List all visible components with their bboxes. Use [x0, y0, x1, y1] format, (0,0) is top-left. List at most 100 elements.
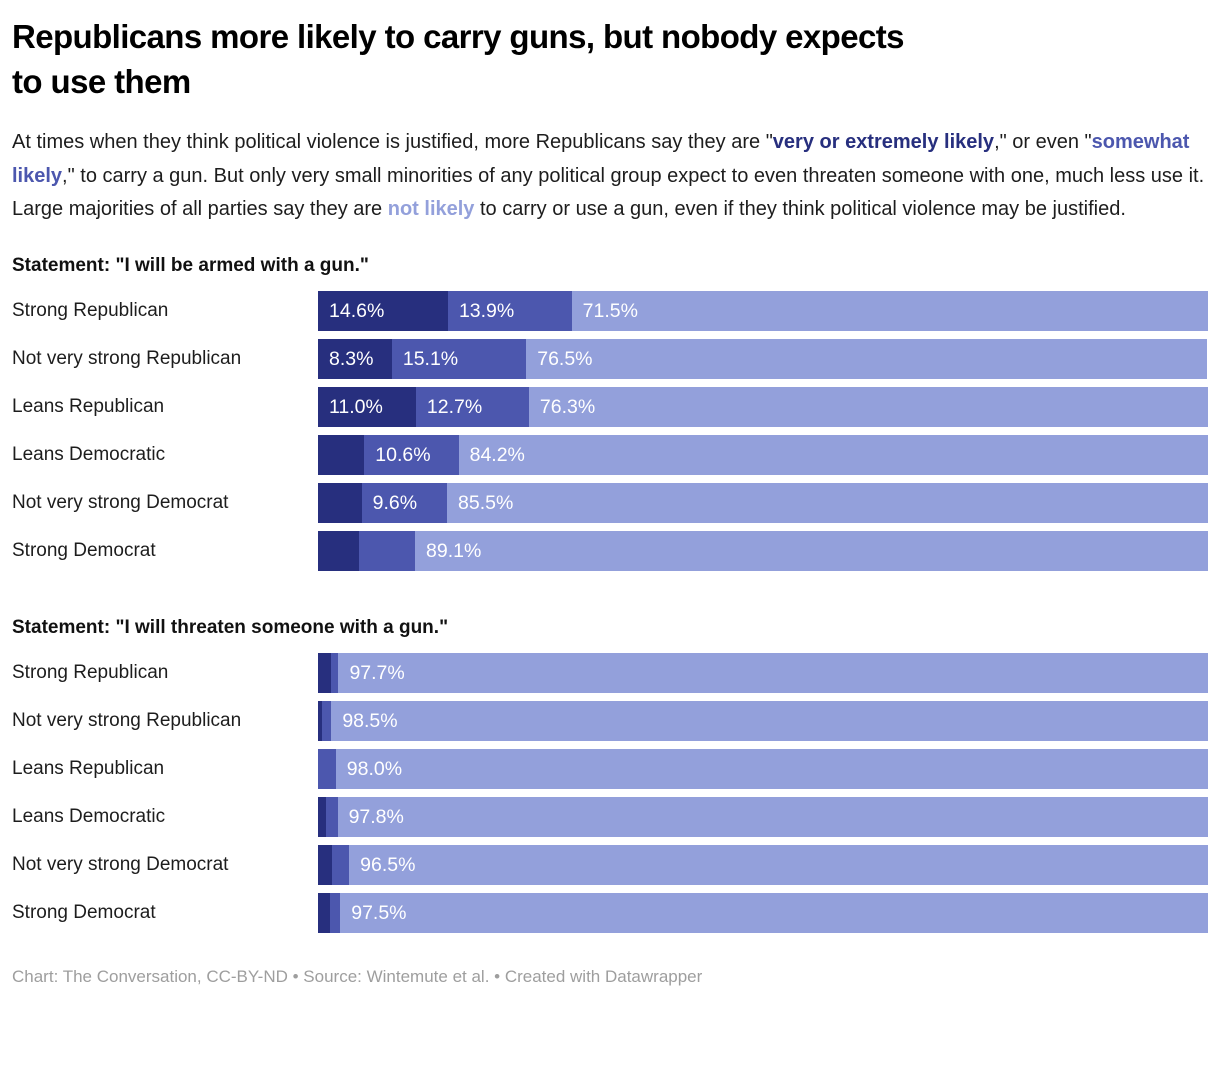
- bar-segment-somewhat_likely: 13.9%: [447, 290, 572, 331]
- category-label: Leans Republican: [12, 757, 165, 779]
- bar-row: Leans Democratic 97.8%: [12, 796, 1208, 837]
- bar-value-label: 85.5%: [458, 491, 514, 514]
- bar-segment-very_or_extremely_likely: [318, 844, 333, 885]
- bar-segment-somewhat_likely: [332, 844, 350, 885]
- category-label: Not very strong Republican: [12, 709, 242, 731]
- bar-segment-very_or_extremely_likely: [318, 482, 362, 523]
- bar-segment-not_likely: 71.5%: [571, 290, 1208, 331]
- bar-row: Leans Republican 98.0%: [12, 748, 1208, 789]
- bar-segment-somewhat_likely: [358, 530, 415, 571]
- bar-segment-very_or_extremely_likely: [318, 892, 331, 933]
- bar-row: Leans Republican 11.0% 12.7% 76.3%: [12, 386, 1208, 427]
- bar-track: 98.5%: [318, 700, 1208, 741]
- bar-segment-very_or_extremely_likely: 14.6%: [318, 290, 448, 331]
- bar-segment-somewhat_likely: 10.6%: [364, 434, 459, 475]
- bar-value-label: 76.5%: [537, 347, 593, 370]
- bar-segment-not_likely: 89.1%: [415, 530, 1208, 571]
- category-label: Not very strong Democrat: [12, 853, 229, 875]
- bar-segment-somewhat_likely: 12.7%: [415, 386, 529, 427]
- bar-track: 14.6% 13.9% 71.5%: [318, 290, 1208, 331]
- bar-chart-armed: Strong Republican 14.6% 13.9% 71.5% Not very…: [12, 290, 1208, 571]
- bar-row: Not very strong Republican 98.5%: [12, 700, 1208, 741]
- bar-row: Strong Democrat 97.5%: [12, 892, 1208, 933]
- bar-chart-threaten: Strong Republican 97.7% Not very strong Re…: [12, 652, 1208, 933]
- intro-highlight-very_or_extremely_likely: very or extremely likely: [772, 131, 995, 153]
- bar-value-label: 96.5%: [360, 853, 416, 876]
- bar-segment-not_likely: 76.3%: [528, 386, 1208, 427]
- bar-segment-somewhat_likely: [321, 700, 332, 741]
- bar-segment-somewhat_likely: [326, 796, 338, 837]
- category-label: Strong Republican: [12, 299, 169, 321]
- bar-segment-not_likely: 96.5%: [349, 844, 1208, 885]
- bar-track: 8.3% 15.1% 76.5%: [318, 338, 1208, 379]
- bar-segment-somewhat_likely: 9.6%: [361, 482, 448, 523]
- bar-value-label: 98.0%: [346, 757, 403, 780]
- category-label: Strong Republican: [12, 661, 169, 683]
- bar-value-label: 13.9%: [458, 299, 515, 322]
- chart-title-line-2: to use them: [12, 63, 191, 100]
- bar-row: Not very strong Democrat 9.6% 85.5%: [12, 482, 1208, 523]
- bar-segment-somewhat_likely: 15.1%: [391, 338, 527, 379]
- intro-highlight-not_likely: not likely: [387, 198, 475, 220]
- intro-plain-text: to carry or use a gun, even if they thin…: [474, 198, 1126, 220]
- bar-value-label: 89.1%: [426, 539, 482, 562]
- chart-title-line-1: Republicans more likely to carry guns, b…: [12, 18, 904, 55]
- bar-value-label: 12.7%: [426, 395, 483, 418]
- category-label: Leans Republican: [12, 395, 165, 417]
- footer-attribution: Chart: The Conversation, CC-BY-ND • Sour…: [12, 966, 703, 986]
- intro-highlight-somewhat_likely: somewhat likely: [12, 131, 1190, 187]
- bar-segment-very_or_extremely_likely: 8.3%: [318, 338, 392, 379]
- bar-track: 97.8%: [318, 796, 1208, 837]
- bar-segment-somewhat_likely: [318, 748, 336, 789]
- bar-track: 89.1%: [318, 530, 1208, 571]
- bar-track: 97.5%: [318, 892, 1208, 933]
- bar-value-label: 14.6%: [329, 299, 385, 322]
- bar-value-label: 71.5%: [582, 299, 638, 322]
- bar-segment-very_or_extremely_likely: 11.0%: [318, 386, 416, 427]
- bar-row: Strong Republican 14.6% 13.9% 71.5%: [12, 290, 1208, 331]
- bar-value-label: 15.1%: [402, 347, 459, 370]
- bar-value-label: 97.5%: [351, 901, 407, 924]
- bar-segment-not_likely: 76.5%: [526, 338, 1208, 379]
- category-label: Not very strong Republican: [12, 347, 242, 369]
- bar-value-label: 76.3%: [539, 395, 596, 418]
- category-label: Leans Democratic: [12, 805, 166, 827]
- bar-value-label: 8.3%: [329, 347, 374, 370]
- section-armed-with-gun: Statement: "I will be armed with a gun."…: [12, 254, 1208, 571]
- bar-segment-not_likely: 85.5%: [447, 482, 1208, 523]
- bar-segment-somewhat_likely: [330, 892, 341, 933]
- statement-heading-threaten: Statement: "I will threaten someone with…: [12, 616, 449, 638]
- bar-value-label: 11.0%: [329, 395, 383, 418]
- bar-segment-not_likely: 98.0%: [335, 748, 1208, 789]
- bar-segment-very_or_extremely_likely: [318, 700, 322, 741]
- bar-row: Strong Republican 97.7%: [12, 652, 1208, 693]
- bar-segment-not_likely: 98.5%: [331, 700, 1208, 741]
- bar-track: 98.0%: [318, 748, 1208, 789]
- bar-row: Not very strong Democrat 96.5%: [12, 844, 1208, 885]
- bar-row: Strong Democrat 89.1%: [12, 530, 1208, 571]
- intro-plain-text: ," or even ": [994, 131, 1092, 153]
- intro-plain-text: ," to carry a gun. But only very small m…: [12, 164, 1205, 221]
- bar-segment-not_likely: 97.7%: [338, 652, 1208, 693]
- category-label: Leans Democratic: [12, 443, 166, 465]
- bar-segment-very_or_extremely_likely: [318, 434, 365, 475]
- bar-track: 10.6% 84.2%: [318, 434, 1208, 475]
- section-threaten-with-gun: Statement: "I will threaten someone with…: [12, 616, 1208, 933]
- statement-heading-armed: Statement: "I will be armed with a gun.": [12, 254, 369, 276]
- bar-track: 97.7%: [318, 652, 1208, 693]
- bar-segment-not_likely: 97.5%: [340, 892, 1208, 933]
- bar-segment-not_likely: 84.2%: [458, 434, 1208, 475]
- bar-value-label: 97.8%: [348, 805, 404, 828]
- bar-value-label: 9.6%: [372, 491, 418, 514]
- bar-track: 11.0% 12.7% 76.3%: [318, 386, 1208, 427]
- bar-value-label: 84.2%: [469, 443, 525, 466]
- bar-row: Leans Democratic 10.6% 84.2%: [12, 434, 1208, 475]
- category-label: Not very strong Democrat: [12, 491, 229, 513]
- bar-value-label: 10.6%: [375, 443, 431, 466]
- bar-value-label: 98.5%: [342, 709, 398, 732]
- bar-row: Not very strong Republican 8.3% 15.1% 76.5%: [12, 338, 1208, 379]
- bar-segment-not_likely: 97.8%: [337, 796, 1208, 837]
- bar-track: 96.5%: [318, 844, 1208, 885]
- intro-plain-text: At times when they think political viole…: [12, 131, 773, 153]
